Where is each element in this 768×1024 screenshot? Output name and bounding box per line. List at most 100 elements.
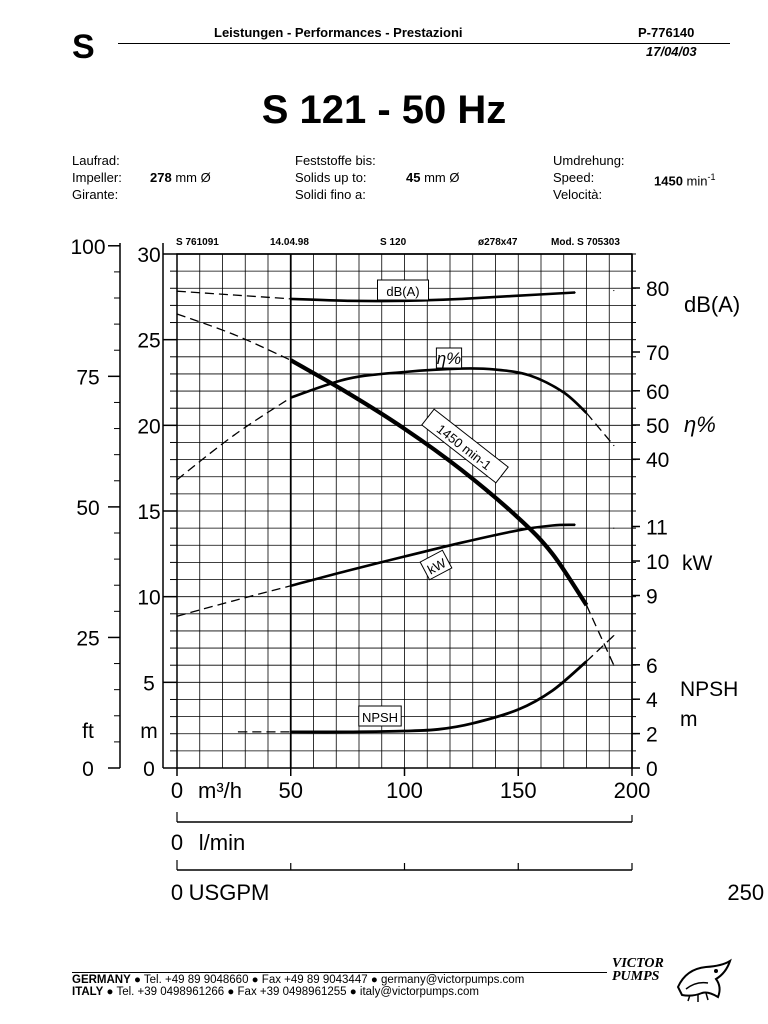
curve---dashed-end xyxy=(586,412,615,446)
curve-kw-point xyxy=(176,615,178,617)
speed-unit: min xyxy=(686,173,708,189)
footer-germany: GERMANY ● Tel. +49 89 9048660 ● Fax +49 … xyxy=(72,974,524,986)
label-kw: kW xyxy=(419,549,453,581)
m3h-tick-label: 100 xyxy=(386,778,423,803)
curve-npsh-point xyxy=(237,731,240,733)
label-dba: dB(A) xyxy=(377,279,429,301)
footer-rule xyxy=(72,972,607,973)
footer-germany-contacts: ● Tel. +49 89 9048660 ● Fax +49 89 90434… xyxy=(130,974,525,986)
curve---point xyxy=(494,368,497,371)
footer-italy-country: ITALY xyxy=(72,986,104,998)
top-strip-text: 14.04.98 xyxy=(270,237,309,248)
speed-labels: Umdrehung: Speed: Velocità: xyxy=(553,152,625,203)
m3h-unit-label: m³/h xyxy=(198,778,242,803)
curve-1450-min-1-dashed-start xyxy=(176,313,292,361)
top-strip-text: S 120 xyxy=(380,237,407,248)
footer-italy-contacts: ● Tel. +39 0498961266 ● Fax +39 04989612… xyxy=(103,986,479,998)
curve-npsh-point xyxy=(585,660,588,662)
curve-kw-point xyxy=(613,527,615,529)
document-date: 17/04/03 xyxy=(646,44,697,59)
curve-kw-point xyxy=(574,524,576,526)
m-tick-label: 0 xyxy=(143,758,155,781)
eff-tick-label: 50 xyxy=(646,415,669,438)
db-tick-label: 70 xyxy=(646,342,669,365)
curve-npsh-solid xyxy=(290,660,588,734)
curve-1450-min-1-point xyxy=(551,553,553,555)
curve---point xyxy=(529,374,531,377)
label-speed-box xyxy=(421,408,509,484)
curve---point xyxy=(176,479,178,481)
document-code: P-776140 xyxy=(638,25,695,40)
footer-italy: ITALY ● Tel. +39 0498961266 ● Fax +39 04… xyxy=(72,986,479,998)
curve-npsh-point xyxy=(472,722,474,724)
curve-npsh-point xyxy=(290,731,292,733)
pump-model-title: S 121 - 50 Hz xyxy=(261,88,507,132)
solids-label-de: Feststoffe bis: xyxy=(295,153,376,168)
curve-1450-min-1-point xyxy=(517,517,519,519)
curve---point xyxy=(563,391,565,394)
m3h-tick-label: 0 xyxy=(171,778,183,803)
ft-tick-label: 100 xyxy=(70,236,105,259)
label-npsh-text: NPSH xyxy=(362,710,398,725)
curve-npsh-point xyxy=(403,730,406,732)
curve-db-a--point xyxy=(613,289,615,292)
curve-kw-point xyxy=(403,555,406,558)
ft-tick-label: 25 xyxy=(76,627,99,650)
npsh-unit-m-label: m xyxy=(680,708,698,731)
m-tick-label: 30 xyxy=(137,244,160,267)
footer-germany-country: GERMANY xyxy=(72,974,131,986)
kw-tick-label: 11 xyxy=(646,517,668,540)
curve---point xyxy=(613,444,615,447)
impeller-unit: mm Ø xyxy=(175,170,211,185)
curve-1450-min-1-point xyxy=(347,392,349,394)
top-strip-text: ø278x47 xyxy=(478,237,518,248)
solids-labels: Feststoffe bis: Solids up to: Solidi fin… xyxy=(295,152,376,203)
curve-db-a--solid xyxy=(290,291,576,303)
solids-value-group: 45 mm Ø xyxy=(406,169,459,186)
label-npsh: NPSH xyxy=(358,705,402,727)
lmin-tick-label: 0 xyxy=(171,830,183,855)
curve-1450-min-1-point xyxy=(233,333,235,336)
lmin-unit-label: l/min xyxy=(199,830,245,855)
speed-label-en: Speed: xyxy=(553,170,595,185)
curve---dashed-start xyxy=(176,397,292,481)
victor-pumps-logo: VICTOR PUMPS xyxy=(610,955,735,1005)
fish-mascot-icon xyxy=(676,958,732,1002)
m3h-tick-label: 200 xyxy=(614,778,651,803)
usgpm-unit-label: USGPM xyxy=(189,880,270,905)
curve-1450-min-1-point xyxy=(613,664,615,666)
curve-1450-min-1-dashed-end xyxy=(585,604,615,666)
impeller-labels: Laufrad: Impeller: Girante: xyxy=(72,152,122,203)
label-dba-text: dB(A) xyxy=(386,284,419,299)
top-strip-text: Mod. S 705303 xyxy=(551,237,620,248)
db-unit-label: dB(A) xyxy=(684,292,740,317)
eff-unit-label: η% xyxy=(684,412,716,437)
speed-value-group: 1450 min-1 xyxy=(654,169,716,189)
curve---solid xyxy=(290,367,588,414)
curve---point xyxy=(233,434,235,436)
curve-npsh-point xyxy=(613,634,615,637)
curve---point xyxy=(403,371,406,373)
eff-tick-label: 60 xyxy=(646,381,669,404)
curve-db-a--point xyxy=(517,295,519,297)
curve-db-a--point xyxy=(460,298,462,300)
m-tick-label: 10 xyxy=(137,587,160,610)
label-npsh-box xyxy=(358,705,402,727)
speed-label-it: Velocità: xyxy=(553,187,603,202)
speed-unit-exponent: -1 xyxy=(707,172,716,182)
curve-kw-point xyxy=(551,524,553,527)
logo-text-pumps: PUMPS xyxy=(612,969,660,984)
solids-label-en: Solids up to: xyxy=(295,170,367,185)
impeller-label-it: Girante: xyxy=(72,187,119,202)
m-tick-label: 5 xyxy=(143,672,155,695)
speed-label-de: Umdrehung: xyxy=(553,153,625,168)
curve-npsh-dashed-end xyxy=(586,635,615,662)
curve-1450-min-1-point xyxy=(403,428,406,430)
curve-kw-point xyxy=(460,542,462,544)
ft-tick-label: 75 xyxy=(76,366,99,389)
npsh-unit-label: NPSH xyxy=(680,678,738,701)
curve-1450-min-1-point xyxy=(585,604,588,606)
npsh-tick-label: 6 xyxy=(646,655,658,678)
kw-tick-label: 9 xyxy=(646,586,658,609)
npsh-tick-label: 2 xyxy=(646,724,658,747)
